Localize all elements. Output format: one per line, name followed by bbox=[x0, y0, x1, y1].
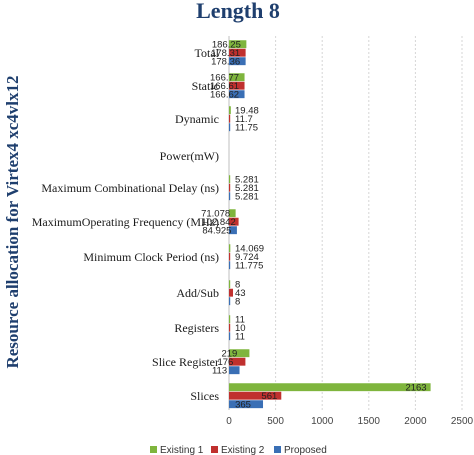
bar bbox=[229, 357, 246, 366]
bar bbox=[229, 226, 237, 235]
bar bbox=[229, 81, 245, 90]
bar bbox=[229, 280, 231, 289]
bar bbox=[229, 383, 431, 392]
x-tick-label: 0 bbox=[226, 416, 232, 427]
bar bbox=[229, 297, 231, 306]
bar bbox=[229, 40, 247, 49]
bar bbox=[229, 106, 231, 115]
category-label: MaximumOperating Frequency (MHz) bbox=[32, 215, 219, 229]
data-label: 178.31 bbox=[211, 48, 240, 59]
legend-swatch bbox=[150, 446, 157, 453]
x-tick-label: 1500 bbox=[358, 416, 381, 427]
legend-label: Proposed bbox=[284, 445, 327, 455]
category-label: Minimum Clock Period (ns) bbox=[83, 250, 219, 264]
legend-swatch bbox=[211, 446, 218, 453]
legend-item: Existing 2 bbox=[211, 445, 265, 455]
bar bbox=[229, 57, 246, 66]
data-label: 11 bbox=[235, 331, 245, 342]
data-label: 2163 bbox=[405, 382, 426, 393]
bar bbox=[229, 323, 231, 332]
bar bbox=[229, 244, 231, 253]
bar bbox=[229, 391, 282, 400]
legend-label: Existing 1 bbox=[160, 445, 204, 455]
category-label: Slices bbox=[190, 389, 219, 403]
data-label: 11.775 bbox=[235, 260, 263, 271]
bar bbox=[229, 90, 245, 99]
data-label: 166.62 bbox=[210, 89, 239, 100]
x-tick-label: 2500 bbox=[451, 416, 474, 427]
legend-item: Proposed bbox=[274, 445, 327, 455]
category-label: Maximum Combinational Delay (ns) bbox=[41, 181, 219, 195]
x-axis-ticks: 0 500 1000 1500 2000 2500 bbox=[226, 416, 473, 427]
legend: Existing 1 Existing 2 Proposed bbox=[150, 445, 327, 455]
category-label: Total bbox=[195, 46, 220, 60]
bar bbox=[229, 288, 234, 297]
bar bbox=[229, 123, 231, 132]
bar bbox=[229, 332, 231, 341]
data-label: 365 bbox=[235, 399, 251, 410]
data-label: 8 bbox=[235, 296, 240, 307]
bar bbox=[229, 175, 231, 184]
category-label: Registers bbox=[174, 321, 219, 335]
bar bbox=[229, 73, 245, 82]
data-label: 219 bbox=[221, 348, 237, 359]
data-label: 11 bbox=[235, 314, 245, 325]
category-label: Static bbox=[192, 79, 219, 93]
data-label: 71.078 bbox=[201, 208, 230, 219]
data-label: 186.25 bbox=[212, 39, 241, 50]
x-tick-label: 2000 bbox=[404, 416, 427, 427]
category-label: Slice Register bbox=[152, 355, 219, 369]
bar bbox=[229, 349, 250, 358]
data-label: 5.281 bbox=[235, 183, 259, 194]
bar bbox=[229, 192, 231, 201]
legend-item: Existing 1 bbox=[150, 445, 204, 455]
bar bbox=[229, 48, 246, 57]
x-tick-label: 500 bbox=[267, 416, 284, 427]
bar bbox=[229, 261, 231, 270]
data-label: 84.925 bbox=[202, 225, 231, 236]
data-label: 19.48 bbox=[235, 105, 259, 116]
data-label: 5.281 bbox=[235, 191, 259, 202]
data-label: 43 bbox=[235, 288, 246, 299]
data-label: 9.724 bbox=[235, 252, 259, 263]
bar bbox=[229, 400, 264, 409]
category-label: Power(mW) bbox=[160, 149, 219, 163]
data-label: 102.842 bbox=[201, 217, 235, 228]
bar bbox=[229, 114, 231, 123]
data-labels: 186.25 166.77 19.48 5.281 71.078 14.069 8 11 219… bbox=[201, 39, 426, 410]
bar bbox=[229, 315, 231, 324]
data-label: 113 bbox=[212, 365, 227, 376]
y-axis-label: Resource allocation for Virtex4 xc4vlx12 bbox=[3, 75, 22, 368]
bar bbox=[229, 209, 236, 218]
data-label: 176 bbox=[217, 357, 233, 368]
data-label: 14.069 bbox=[235, 243, 264, 254]
data-label: 11.75 bbox=[235, 122, 258, 133]
data-label: 10 bbox=[235, 323, 246, 334]
data-label: 178.36 bbox=[211, 56, 240, 67]
data-label: 5.281 bbox=[235, 174, 259, 185]
category-label: Dynamic bbox=[175, 112, 219, 126]
data-label: 11.7 bbox=[235, 114, 253, 125]
legend-label: Existing 2 bbox=[221, 445, 265, 455]
x-tick-label: 1000 bbox=[311, 416, 334, 427]
bars bbox=[229, 40, 431, 409]
legend-swatch bbox=[274, 446, 281, 453]
chart-title: Length 8 bbox=[196, 0, 280, 23]
data-label: 561 bbox=[261, 391, 277, 402]
data-label: 8 bbox=[235, 279, 240, 290]
data-label: 166.77 bbox=[210, 72, 239, 83]
gridlines bbox=[228, 36, 463, 410]
bar bbox=[229, 252, 231, 261]
bar bbox=[229, 183, 231, 192]
category-labels: Total Static Dynamic Power(mW) Maximum Combi… bbox=[32, 46, 220, 403]
category-label: Add/Sub bbox=[176, 286, 219, 300]
bar bbox=[229, 217, 239, 226]
bar bbox=[229, 366, 240, 375]
data-label: 166.61 bbox=[210, 81, 239, 92]
